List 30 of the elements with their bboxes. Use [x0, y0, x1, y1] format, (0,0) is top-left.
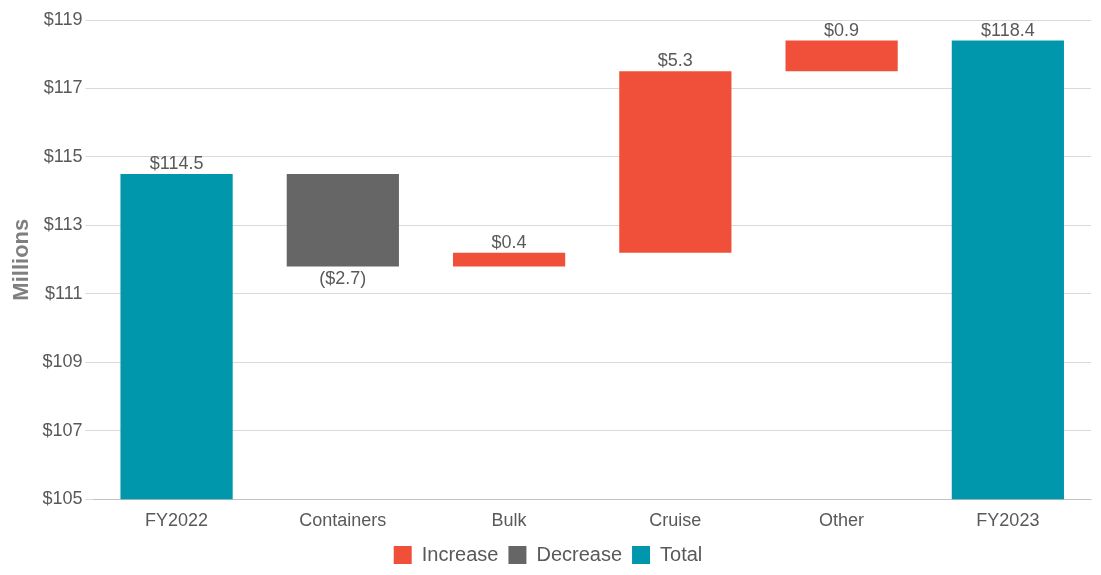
text: $114.5 [149, 153, 204, 174]
y-tick-label: $109 [42, 351, 83, 372]
bar [120, 174, 233, 500]
text: ($2.7) [319, 267, 367, 288]
text: $0.9 [824, 19, 860, 40]
legend-label: Increase [421, 542, 499, 565]
y-tick-label: $111 [45, 282, 83, 303]
y-tick-label: $107 [42, 419, 83, 440]
text: $5.3 [657, 50, 693, 71]
y-tick-label: $117 [43, 77, 83, 98]
x-tick-label: Containers [299, 510, 387, 531]
x-tick-label: FY2023 [976, 510, 1040, 531]
x-tick-label: Other [819, 510, 865, 531]
x-tick-label: FY2022 [145, 510, 209, 531]
x-tick-label: Bulk [491, 510, 528, 531]
bar [785, 40, 898, 72]
bar [286, 174, 399, 267]
bar [452, 252, 566, 267]
y-axis-title: Millions [8, 218, 34, 301]
y-tick-label: $105 [42, 488, 83, 509]
y-tick-label: $119 [43, 8, 83, 29]
text: $0.4 [491, 231, 527, 252]
bar [619, 71, 732, 253]
y-tick-label: $113 [43, 214, 83, 235]
x-tick-label: Cruise [649, 510, 702, 531]
legend-label: Total [660, 542, 703, 565]
text: $118.4 [981, 19, 1035, 40]
legend-label: Decrease [536, 542, 623, 565]
y-tick-label: $115 [43, 145, 83, 166]
bar [951, 40, 1064, 500]
